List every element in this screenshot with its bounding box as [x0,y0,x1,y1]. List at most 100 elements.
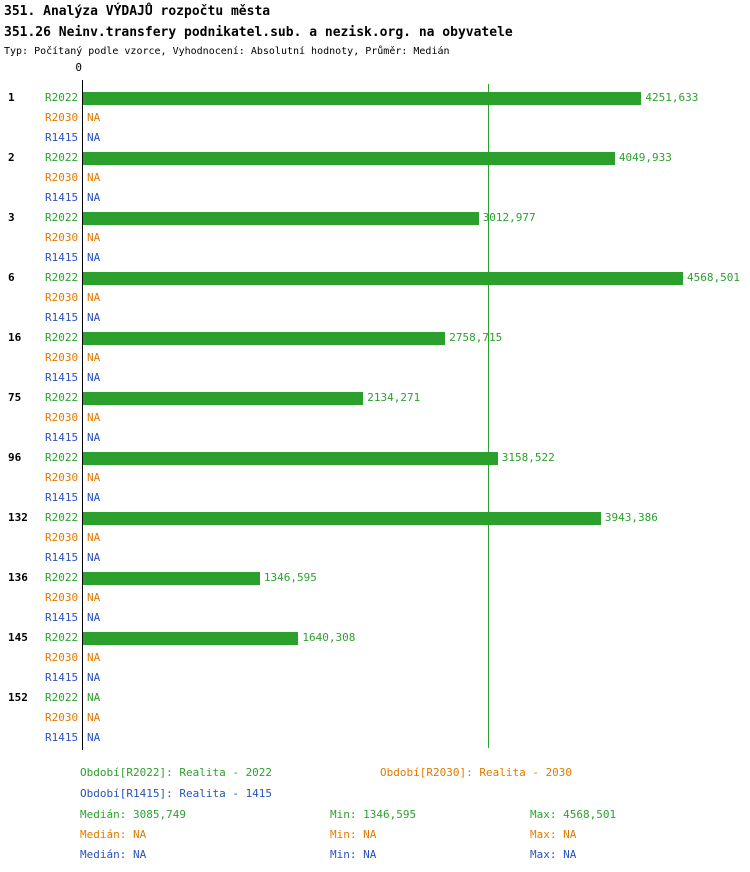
rank-label: 6 [8,271,15,284]
chart-row-group: 136 R2022 1346,595 R2030 NA R1415 NA [0,568,750,628]
median-line [488,84,490,748]
value-bar-r2022 [83,151,615,165]
series-label-r2030: R2030 [45,471,79,484]
na-value-label: NA [87,371,101,384]
series-label-r2022: R2022 [45,331,79,344]
series-label-r1415: R1415 [45,731,79,744]
series-label-r2022: R2022 [45,391,79,404]
series-label-r1415: R1415 [45,311,79,324]
na-value-label: NA [87,431,101,444]
series-label-r1415: R1415 [45,491,79,504]
legend-r2030: Období[R2030]: Realita - 2030 [380,766,573,779]
bar-value-label: 2758,715 [449,331,503,344]
na-value-label: NA [87,291,101,304]
na-value-label: NA [87,491,101,504]
chart-row-group: 3 R2022 3012,977 R2030 NA R1415 NA [0,208,750,268]
series-label-r2022: R2022 [45,631,79,644]
legend-r1415: Období[R1415]: Realita - 1415 [80,787,273,800]
bar-row-r1415: R1415 NA [0,368,750,388]
series-label-r1415: R1415 [45,611,79,624]
series-label-r2022: R2022 [45,151,79,164]
series-label-r2022: R2022 [45,91,79,104]
bar-value-label: 4251,633 [645,91,699,104]
chart-row-group: 132 R2022 3943,386 R2030 NA R1415 NA [0,508,750,568]
bar-row-r2022: 3 R2022 3012,977 [0,208,750,228]
rank-label: 136 [8,571,28,584]
rank-label: 145 [8,631,28,644]
stat-median-r1415: Medián: NA [80,848,147,861]
series-label-r1415: R1415 [45,671,79,684]
na-value-label: NA [87,651,101,664]
bar-row-r2022: 1 R2022 4251,633 [0,88,750,108]
chart-rows: 1 R2022 4251,633 R2030 NA R1415 NA 2 R20… [0,88,750,748]
series-label-r1415: R1415 [45,131,79,144]
na-value-label: NA [87,471,101,484]
series-label-r1415: R1415 [45,191,79,204]
na-value-label: NA [87,171,101,184]
na-value-label: NA [87,611,101,624]
stat-min-r2030: Min: NA [330,828,377,841]
chart-meta-line: Typ: Počítaný podle vzorce, Vyhodnocení:… [4,46,450,57]
series-label-r1415: R1415 [45,431,79,444]
bar-value-label: 3012,977 [482,211,536,224]
series-label-r2030: R2030 [45,351,79,364]
bar-value-label: 3158,522 [501,451,555,464]
na-value-label: NA [87,411,101,424]
series-label-r2030: R2030 [45,111,79,124]
series-label-r2030: R2030 [45,711,79,724]
bar-row-r2022: 136 R2022 1346,595 [0,568,750,588]
axis-zero-tick-label: 0 [75,61,82,74]
na-value-label: NA [87,131,101,144]
stat-min-r1415: Min: NA [330,848,377,861]
bar-value-label: 1346,595 [263,571,317,584]
na-value-label: NA [87,531,101,544]
na-value-label: NA [87,111,101,124]
chart-row-group: 75 R2022 2134,271 R2030 NA R1415 NA [0,388,750,448]
na-value-label: NA [87,551,101,564]
bar-row-r1415: R1415 NA [0,308,750,328]
series-label-r2022: R2022 [45,571,79,584]
na-value-label: NA [87,251,101,264]
bar-value-label: 4049,933 [618,151,672,164]
bar-row-r1415: R1415 NA [0,128,750,148]
stat-median-r2030: Medián: NA [80,828,147,841]
bar-row-r2030: R2030 NA [0,528,750,548]
value-bar-r2022 [83,91,642,105]
bar-row-r2022: 6 R2022 4568,501 [0,268,750,288]
bar-row-r2022: 145 R2022 1640,308 [0,628,750,648]
bar-row-r2030: R2030 NA [0,708,750,728]
rank-label: 2 [8,151,15,164]
series-label-r2030: R2030 [45,531,79,544]
bar-row-r2022: 2 R2022 4049,933 [0,148,750,168]
bar-row-r2030: R2030 NA [0,348,750,368]
page-title: 351. Analýza VÝDAJŮ rozpočtu města [4,4,271,19]
bar-row-r2030: R2030 NA [0,408,750,428]
chart-row-group: 2 R2022 4049,933 R2030 NA R1415 NA [0,148,750,208]
bar-row-r1415: R1415 NA [0,248,750,268]
series-label-r2030: R2030 [45,291,79,304]
series-label-r2022: R2022 [45,511,79,524]
chart-row-group: 145 R2022 1640,308 R2030 NA R1415 NA [0,628,750,688]
bar-row-r2030: R2030 NA [0,468,750,488]
bar-row-r1415: R1415 NA [0,428,750,448]
bar-row-r2022: 96 R2022 3158,522 [0,448,750,468]
bar-row-r2030: R2030 NA [0,588,750,608]
na-value-label: NA [87,671,101,684]
series-label-r2022: R2022 [45,451,79,464]
bar-value-label: 4568,501 [687,271,740,284]
bar-row-r2022: 132 R2022 3943,386 [0,508,750,528]
stat-max-r2030: Max: NA [530,828,577,841]
na-value-label: NA [87,691,101,704]
rank-label: 152 [8,691,28,704]
series-label-r2030: R2030 [45,591,79,604]
axis-zero-line [82,80,83,750]
na-value-label: NA [87,231,101,244]
bar-row-r1415: R1415 NA [0,548,750,568]
bar-row-r2030: R2030 NA [0,168,750,188]
series-label-r2022: R2022 [45,211,79,224]
na-value-label: NA [87,191,101,204]
bar-row-r2022: 152 R2022 NA [0,688,750,708]
value-bar-r2022 [83,391,364,405]
rank-label: 3 [8,211,15,224]
